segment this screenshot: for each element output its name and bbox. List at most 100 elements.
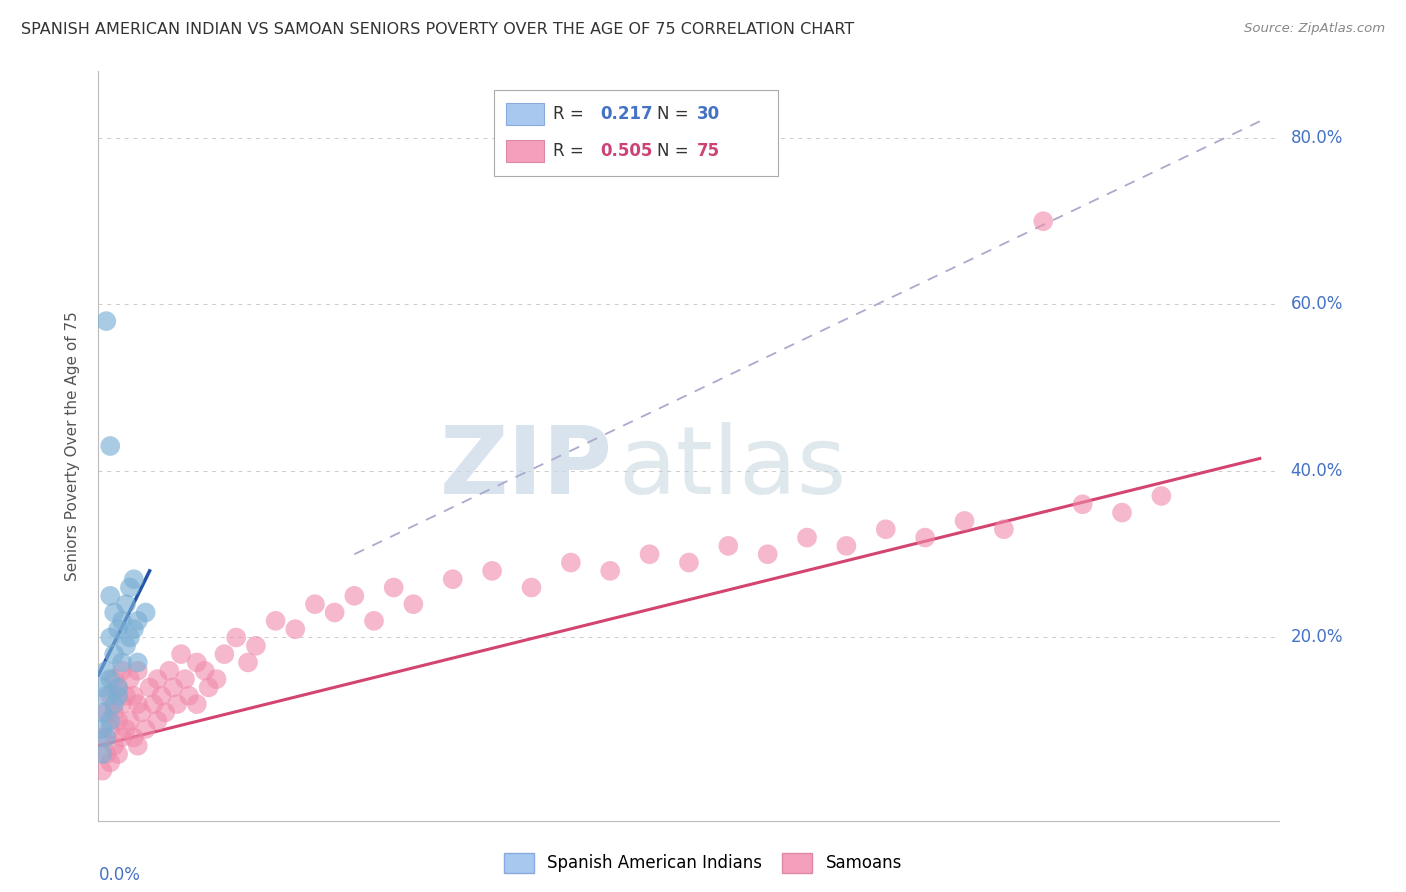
- Point: [98, 589, 121, 603]
- FancyBboxPatch shape: [494, 90, 778, 177]
- FancyBboxPatch shape: [506, 103, 544, 125]
- Point: [91, 681, 114, 695]
- Point: [236, 656, 259, 670]
- Point: [107, 714, 129, 728]
- Point: [520, 581, 543, 595]
- Point: [127, 664, 149, 678]
- Point: [304, 597, 326, 611]
- Point: [98, 722, 121, 736]
- Point: [118, 714, 141, 728]
- Point: [127, 739, 149, 753]
- Point: [115, 722, 138, 736]
- Text: 0.0%: 0.0%: [98, 865, 141, 884]
- Point: [107, 681, 129, 695]
- Point: [205, 672, 228, 686]
- Point: [122, 622, 145, 636]
- Point: [103, 647, 125, 661]
- Point: [111, 697, 134, 711]
- Point: [953, 514, 976, 528]
- Point: [560, 556, 582, 570]
- Point: [98, 689, 121, 703]
- Text: atlas: atlas: [619, 423, 846, 515]
- Point: [98, 631, 121, 645]
- Text: 30: 30: [697, 105, 720, 123]
- Point: [107, 622, 129, 636]
- Point: [363, 614, 385, 628]
- Point: [796, 531, 818, 545]
- Point: [115, 689, 138, 703]
- Point: [382, 581, 405, 595]
- Point: [98, 714, 121, 728]
- Text: N =: N =: [657, 142, 695, 160]
- Point: [402, 597, 425, 611]
- Point: [170, 647, 193, 661]
- Point: [111, 656, 134, 670]
- Point: [103, 672, 125, 686]
- Point: [162, 681, 184, 695]
- Point: [1071, 497, 1094, 511]
- Point: [96, 731, 118, 745]
- Text: N =: N =: [657, 105, 695, 123]
- Point: [118, 631, 141, 645]
- Text: 80.0%: 80.0%: [1291, 129, 1343, 147]
- Point: [131, 706, 153, 720]
- Point: [214, 647, 236, 661]
- Point: [91, 731, 114, 745]
- Point: [599, 564, 621, 578]
- Point: [96, 664, 118, 678]
- Point: [91, 747, 114, 761]
- Text: R =: R =: [553, 105, 589, 123]
- Point: [157, 664, 180, 678]
- Text: Source: ZipAtlas.com: Source: ZipAtlas.com: [1244, 22, 1385, 36]
- Point: [638, 547, 661, 561]
- Point: [127, 614, 149, 628]
- Point: [107, 681, 129, 695]
- Point: [96, 747, 118, 761]
- Point: [146, 672, 169, 686]
- Text: 60.0%: 60.0%: [1291, 295, 1343, 313]
- Text: ZIP: ZIP: [439, 423, 612, 515]
- Point: [142, 697, 165, 711]
- Point: [146, 714, 169, 728]
- Point: [245, 639, 267, 653]
- Point: [98, 439, 121, 453]
- Text: SPANISH AMERICAN INDIAN VS SAMOAN SENIORS POVERTY OVER THE AGE OF 75 CORRELATION: SPANISH AMERICAN INDIAN VS SAMOAN SENIOR…: [21, 22, 855, 37]
- Text: 40.0%: 40.0%: [1291, 462, 1343, 480]
- Point: [194, 664, 217, 678]
- Point: [225, 631, 247, 645]
- Point: [1150, 489, 1173, 503]
- Point: [115, 597, 138, 611]
- Point: [107, 689, 129, 703]
- Point: [115, 639, 138, 653]
- Point: [91, 722, 114, 736]
- Point: [118, 581, 141, 595]
- Point: [197, 681, 219, 695]
- Point: [875, 522, 897, 536]
- FancyBboxPatch shape: [506, 139, 544, 162]
- Point: [107, 747, 129, 761]
- Point: [166, 697, 188, 711]
- Point: [111, 614, 134, 628]
- Point: [98, 672, 121, 686]
- Text: 0.217: 0.217: [600, 105, 652, 123]
- Point: [678, 556, 700, 570]
- Point: [122, 731, 145, 745]
- Point: [135, 722, 157, 736]
- Point: [127, 656, 149, 670]
- Point: [186, 697, 208, 711]
- Point: [150, 689, 173, 703]
- Point: [135, 606, 157, 620]
- Point: [122, 572, 145, 586]
- Point: [264, 614, 287, 628]
- Point: [111, 731, 134, 745]
- Point: [96, 689, 118, 703]
- Point: [914, 531, 936, 545]
- Point: [103, 697, 125, 711]
- Point: [96, 314, 118, 328]
- Point: [1111, 506, 1133, 520]
- Point: [118, 672, 141, 686]
- Text: 20.0%: 20.0%: [1291, 629, 1343, 647]
- Text: 0.505: 0.505: [600, 142, 652, 160]
- Point: [122, 689, 145, 703]
- Point: [91, 706, 114, 720]
